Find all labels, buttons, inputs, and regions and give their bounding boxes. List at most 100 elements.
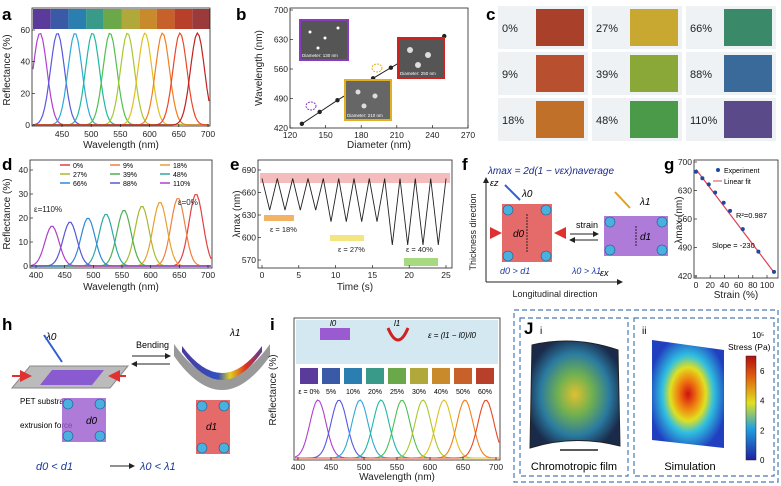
colorbar	[745, 355, 757, 461]
panel-letter-a: a	[2, 5, 12, 24]
x-tick-label: 450	[55, 129, 69, 139]
swatch	[156, 9, 175, 29]
panel-letter-j: J	[524, 319, 533, 338]
panel-letter-e: e	[230, 155, 239, 174]
x-tick-label: 100	[760, 280, 774, 290]
y-tick-label: 40	[21, 57, 31, 67]
d0-label: d0	[513, 229, 525, 240]
panel-h: h λ0 PET substrate extrusion force d0 Be…	[2, 315, 270, 473]
sim-caption: Simulation	[664, 461, 715, 473]
legend-label: 66%	[73, 181, 87, 188]
colorbar-tick: 0	[760, 456, 765, 465]
panel-letter-g: g	[664, 155, 674, 174]
color-swatch-row	[33, 9, 210, 29]
data-point	[706, 182, 711, 187]
legend-label: 0%	[73, 163, 83, 170]
x-tick-label: 700	[489, 462, 503, 472]
film-photo	[724, 55, 772, 92]
l1-label: l1	[394, 319, 400, 328]
l0-label: l0	[330, 319, 337, 328]
panel-letter-i: i	[270, 315, 275, 334]
chromotropic-film	[529, 340, 621, 449]
y-axis-label: λmax (nm)	[674, 196, 685, 243]
bend-schematic-bg	[296, 320, 498, 364]
reflectance-curve	[33, 32, 209, 126]
x-tick-label: 20	[404, 270, 414, 280]
legend-label: 27%	[73, 172, 87, 179]
x-tick-label: 60	[734, 280, 744, 290]
strain-label: 5%	[326, 389, 336, 396]
reflectance-curve	[31, 217, 211, 267]
reflectance-curve	[32, 32, 209, 126]
annotation-110: ε=110%	[34, 205, 62, 214]
y-tick-label: 690	[242, 165, 256, 175]
reflectance-curve	[33, 32, 209, 126]
plot-frame	[29, 159, 213, 269]
swatch	[192, 9, 210, 29]
data-point	[756, 249, 761, 254]
d1-label: d1	[640, 232, 651, 243]
reflectance-curve	[33, 33, 209, 126]
y-axis-label: Reflectance (%)	[2, 178, 13, 249]
x-tick-label: 650	[456, 462, 470, 472]
x-tick-label: 25	[441, 270, 451, 280]
y-tick-label: 560	[678, 214, 692, 224]
film-photo	[300, 368, 318, 384]
film-photo	[536, 55, 584, 92]
swatch	[86, 9, 104, 29]
flat-film	[320, 328, 350, 340]
data-point	[728, 208, 733, 213]
swatch	[33, 9, 51, 29]
epsilon-z: εz	[490, 178, 499, 188]
x-tick-label: 550	[115, 270, 129, 280]
panel-g: g Experiment Linear fit R²=0.987 Slope =…	[664, 155, 779, 301]
y-tick-label: 0	[25, 120, 30, 130]
reflectance-curves	[32, 31, 210, 126]
film-photo	[536, 9, 584, 46]
r-squared: R²=0.987	[736, 211, 767, 220]
reflectance-curve	[33, 31, 210, 126]
panel-j: J i ii Chromotropic film Simulation Stre…	[513, 309, 779, 483]
strain-label: 60%	[478, 389, 492, 396]
x-tick-label: 550	[113, 129, 127, 139]
x-tick-label: 20	[705, 280, 715, 290]
reflectance-curve	[33, 32, 209, 126]
panel-e: e ε = 18% ε = 27% ε = 40% 570 600 630 660 69…	[230, 155, 453, 293]
legend-label: 18%	[173, 163, 187, 170]
film-photo	[322, 368, 340, 384]
y-tick-label: 560	[274, 64, 288, 74]
band-18	[264, 215, 294, 221]
x-tick-label: 400	[291, 462, 305, 472]
bent-substrate	[174, 344, 270, 390]
film-photo	[724, 101, 772, 138]
strain-formula: ε = (l1 − l0)/l0	[428, 331, 477, 340]
x-tick-label: 700	[201, 270, 215, 280]
film-photo	[724, 9, 772, 46]
strain-label: 30%	[412, 389, 426, 396]
x-tick-label: 400	[29, 270, 43, 280]
slope-label: Slope = -230	[712, 241, 755, 250]
panel-f: f λmax = 2d(1 − νεx)naverage Thickness d…	[462, 155, 668, 299]
y-axis-label: Reflectance (%)	[268, 354, 279, 425]
data-point	[694, 169, 698, 174]
inset-label: Diameter: 130 nm	[302, 53, 338, 58]
bent-film	[386, 327, 410, 342]
force-label: extrusion force	[20, 421, 73, 430]
plot-frame	[257, 159, 453, 269]
x-tick-label: 650	[172, 270, 186, 280]
stress-simulation-map	[652, 340, 724, 448]
panel-i: i l0 l1 ε = (l1 − l0)/l0 ε = 0% 5% 10% 20% 2…	[268, 315, 503, 483]
x-tick-label: 600	[144, 270, 158, 280]
strain-label: 18%	[502, 115, 524, 127]
y-tick-label: 630	[274, 35, 288, 45]
d0-label: d0	[86, 416, 98, 427]
panel-a: a 0 20 40 60 450 500 550 600 650 700 Reflectance …	[2, 5, 215, 151]
film-photo	[432, 368, 450, 384]
cond-lambda: λ0 > λ1	[571, 266, 601, 276]
panel-letter-c: c	[486, 5, 495, 24]
lambda0-label: λ0	[45, 332, 57, 343]
legend-label: 88%	[123, 181, 137, 188]
reflectance-curve	[33, 32, 209, 126]
film-photo	[476, 368, 494, 384]
data-point	[388, 65, 394, 70]
